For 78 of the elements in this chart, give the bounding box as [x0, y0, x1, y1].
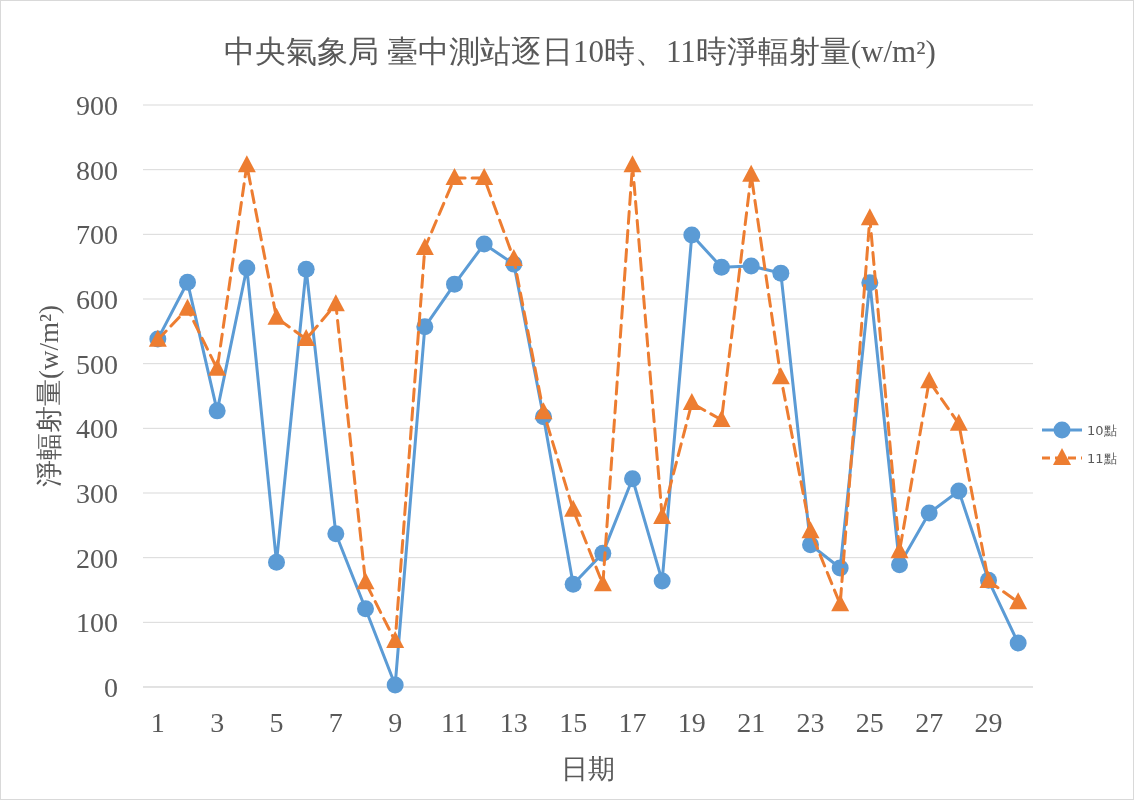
- point: [326, 294, 345, 312]
- point: [713, 258, 730, 276]
- point: [327, 525, 345, 543]
- x-tick-label: 1: [150, 707, 165, 738]
- point: [1009, 592, 1028, 610]
- legend-label: 11點: [1087, 451, 1117, 466]
- y-tick-label: 700: [76, 219, 118, 251]
- point: [860, 208, 879, 226]
- x-tick-label: 7: [328, 707, 343, 738]
- point: [178, 298, 197, 316]
- point: [297, 260, 315, 278]
- point: [653, 506, 672, 524]
- point: [891, 556, 908, 574]
- point: [623, 155, 642, 173]
- point: [208, 358, 227, 376]
- legend-label: 10點: [1087, 423, 1117, 438]
- point: [504, 248, 523, 266]
- x-tick-label: 15: [559, 707, 588, 738]
- x-tick-label: 9: [388, 707, 403, 738]
- point: [801, 521, 820, 539]
- point: [267, 307, 286, 325]
- point: [564, 499, 583, 517]
- point: [446, 275, 463, 293]
- point: [386, 631, 405, 649]
- x-tick-label: 23: [796, 707, 825, 738]
- point: [949, 413, 968, 431]
- x-tick-label: 11: [441, 707, 468, 738]
- point: [771, 367, 790, 385]
- point: [445, 168, 464, 186]
- point: [475, 235, 493, 253]
- point: [415, 237, 434, 255]
- point: [386, 676, 404, 694]
- point: [742, 164, 761, 182]
- x-axis-title: 日期: [561, 754, 615, 784]
- point: [653, 572, 671, 590]
- point: [682, 393, 701, 411]
- x-tick-label: 19: [677, 707, 706, 738]
- point: [742, 257, 760, 275]
- point: [772, 264, 790, 282]
- x-tick-label: 29: [974, 707, 1003, 738]
- x-tick-label: 25: [855, 707, 884, 738]
- point: [475, 168, 494, 186]
- point: [950, 482, 968, 500]
- point: [920, 371, 939, 389]
- x-tick-label: 5: [269, 707, 284, 738]
- point: [683, 226, 701, 244]
- point: [268, 553, 285, 571]
- point: [624, 470, 641, 488]
- y-axis-title: 淨輻射量(w/m²): [34, 304, 64, 488]
- point: [593, 574, 612, 592]
- y-tick-label: 300: [76, 478, 118, 509]
- x-tick-label: 3: [210, 707, 225, 738]
- point: [357, 600, 374, 618]
- y-tick-label: 0: [104, 672, 118, 703]
- y-tick-label: 900: [76, 90, 118, 121]
- point: [208, 402, 226, 420]
- y-tick-label: 500: [76, 348, 118, 380]
- point: [356, 572, 375, 590]
- y-tick-label: 200: [76, 542, 118, 574]
- point: [564, 575, 582, 593]
- point: [712, 409, 731, 427]
- chart-title: 中央氣象局 臺中測站逐日10時、11時淨輻射量(w/m²): [224, 34, 936, 69]
- x-tick-label: 27: [915, 707, 944, 738]
- point: [237, 155, 256, 173]
- x-tick-label: 13: [499, 707, 528, 738]
- point: [297, 329, 316, 347]
- y-tick-label: 400: [76, 413, 118, 445]
- point: [179, 273, 196, 291]
- point: [920, 504, 938, 522]
- x-tick-label: 21: [737, 707, 766, 738]
- y-tick-label: 800: [76, 154, 118, 186]
- y-tick-label: 100: [76, 607, 118, 639]
- y-tick-label: 600: [76, 284, 118, 315]
- x-tick-label: 17: [618, 707, 647, 738]
- point: [831, 594, 850, 612]
- point: [1009, 634, 1027, 652]
- point: [534, 402, 553, 420]
- point: [238, 259, 256, 277]
